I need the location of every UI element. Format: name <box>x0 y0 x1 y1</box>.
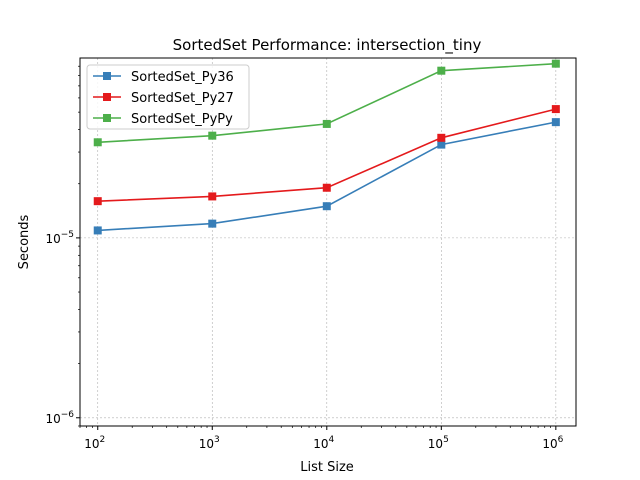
legend: SortedSet_Py36 SortedSet_Py27 SortedSet_Py… <box>86 64 250 130</box>
data-point <box>322 183 331 192</box>
legend-marker <box>103 93 111 101</box>
legend-label: SortedSet_PyPy <box>131 112 233 127</box>
series-sortedset-py27 <box>93 105 560 206</box>
y-axis-label: Seconds <box>17 214 32 269</box>
x-tick-label: 105 <box>428 435 449 451</box>
data-point <box>322 119 331 128</box>
axes-frame <box>79 57 577 427</box>
data-point <box>437 140 446 149</box>
legend-marker <box>103 114 111 122</box>
data-point <box>93 197 102 206</box>
x-tick-label: 106 <box>542 435 563 451</box>
data-point <box>93 226 102 235</box>
data-point <box>551 59 560 68</box>
series-sortedset-pypy <box>93 59 560 147</box>
chart-title: SortedSet Performance: intersection_tiny <box>173 36 482 55</box>
data-point <box>208 192 217 201</box>
y-tick-label: 10−6 <box>45 410 74 426</box>
series-sortedset-py36 <box>93 118 560 235</box>
data-point <box>437 133 446 142</box>
data-point <box>551 118 560 127</box>
legend-label: SortedSet_Py36 <box>131 70 234 85</box>
x-tick-label: 103 <box>199 435 220 451</box>
legend-label: SortedSet_Py27 <box>131 91 234 106</box>
legend-box <box>86 64 250 130</box>
plot-area <box>93 59 560 235</box>
x-tick-label: 102 <box>84 435 105 451</box>
data-point <box>437 66 446 75</box>
axis-ticks: 102 103 104 105 106 10−6 10−5 <box>45 65 564 451</box>
data-point <box>551 105 560 114</box>
data-point <box>322 202 331 211</box>
x-axis-label: List Size <box>300 460 354 475</box>
data-point <box>208 219 217 228</box>
data-point <box>93 138 102 147</box>
x-tick-label: 104 <box>313 435 334 451</box>
y-tick-label: 10−5 <box>45 230 74 246</box>
data-point <box>208 131 217 140</box>
legend-marker <box>103 72 111 80</box>
